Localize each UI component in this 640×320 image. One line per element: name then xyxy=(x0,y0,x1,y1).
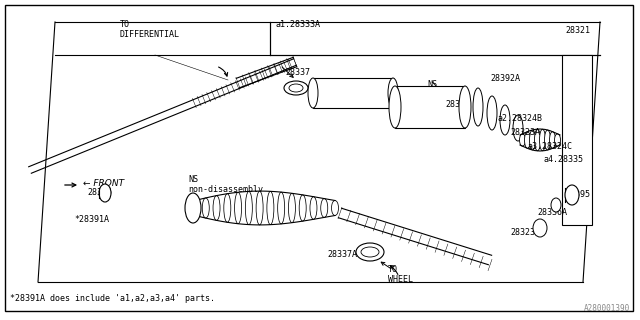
Text: a3.28324C: a3.28324C xyxy=(528,142,573,151)
Ellipse shape xyxy=(224,194,231,222)
Ellipse shape xyxy=(278,192,285,224)
Ellipse shape xyxy=(185,193,201,223)
Ellipse shape xyxy=(267,191,274,225)
Text: TO
WHEEL: TO WHEEL xyxy=(387,265,413,284)
Ellipse shape xyxy=(235,192,241,224)
Ellipse shape xyxy=(500,105,510,135)
Text: 28337: 28337 xyxy=(285,68,310,77)
Bar xyxy=(562,55,592,225)
Text: ← FRONT: ← FRONT xyxy=(83,179,124,188)
Text: A280001390: A280001390 xyxy=(584,304,630,313)
Text: 28323A: 28323A xyxy=(510,128,540,137)
Ellipse shape xyxy=(310,197,317,219)
Text: 28337A: 28337A xyxy=(327,250,357,259)
Ellipse shape xyxy=(550,132,556,148)
Ellipse shape xyxy=(534,129,541,151)
Ellipse shape xyxy=(202,198,209,218)
Ellipse shape xyxy=(525,132,531,148)
Ellipse shape xyxy=(388,78,398,108)
Ellipse shape xyxy=(545,130,550,150)
Text: *28391A: *28391A xyxy=(74,215,109,224)
Text: NS
non-disassembly: NS non-disassembly xyxy=(188,175,263,194)
Ellipse shape xyxy=(299,195,306,221)
Ellipse shape xyxy=(565,185,579,205)
Text: a2.28324B: a2.28324B xyxy=(498,114,543,123)
Ellipse shape xyxy=(520,134,525,146)
Ellipse shape xyxy=(459,86,471,128)
Ellipse shape xyxy=(321,199,328,217)
Ellipse shape xyxy=(361,247,379,257)
Ellipse shape xyxy=(213,196,220,220)
Ellipse shape xyxy=(256,191,263,225)
Ellipse shape xyxy=(245,191,252,225)
Text: 28323D: 28323D xyxy=(510,228,540,237)
Text: 28321: 28321 xyxy=(565,26,590,35)
Ellipse shape xyxy=(308,78,318,108)
Ellipse shape xyxy=(529,130,536,150)
Ellipse shape xyxy=(513,115,523,141)
Text: a1.28333A: a1.28333A xyxy=(275,20,320,29)
Text: 28395: 28395 xyxy=(88,188,113,197)
Text: NS: NS xyxy=(427,80,437,89)
Text: 28392A: 28392A xyxy=(490,74,520,83)
Text: 28333: 28333 xyxy=(445,100,470,109)
Ellipse shape xyxy=(473,88,483,126)
Ellipse shape xyxy=(332,201,339,215)
Ellipse shape xyxy=(487,96,497,130)
Text: 28395: 28395 xyxy=(565,190,590,199)
Ellipse shape xyxy=(551,198,561,212)
Ellipse shape xyxy=(533,219,547,237)
Ellipse shape xyxy=(284,81,308,95)
Bar xyxy=(395,86,465,128)
Ellipse shape xyxy=(289,193,296,223)
Ellipse shape xyxy=(389,86,401,128)
Ellipse shape xyxy=(191,201,198,215)
Text: *28391A does include 'a1,a2,a3,a4' parts.: *28391A does include 'a1,a2,a3,a4' parts… xyxy=(10,294,215,303)
Ellipse shape xyxy=(289,84,303,92)
Ellipse shape xyxy=(554,134,561,146)
Text: TO
DIFFERENTIAL: TO DIFFERENTIAL xyxy=(120,20,180,39)
Text: 28336A: 28336A xyxy=(537,208,567,217)
Ellipse shape xyxy=(356,243,384,261)
Ellipse shape xyxy=(540,129,545,151)
Bar xyxy=(313,78,393,108)
Text: a4.28335: a4.28335 xyxy=(543,155,583,164)
Ellipse shape xyxy=(99,184,111,202)
